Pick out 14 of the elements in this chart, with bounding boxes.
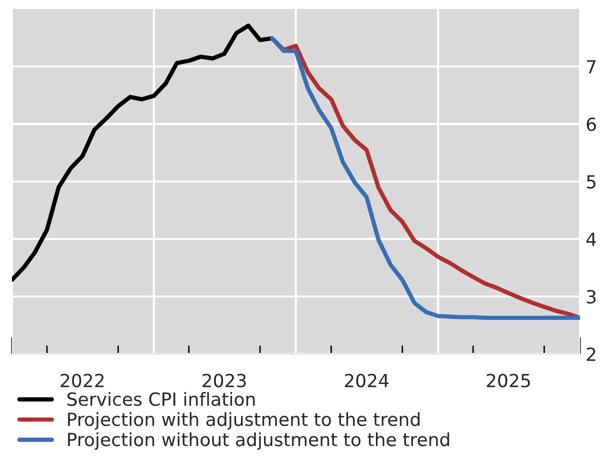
y-tick-label: 7 [587, 60, 596, 74]
y-tick-label: 4 [586, 232, 596, 246]
x-tick-label: 2023 [202, 374, 246, 388]
x-tick-label: 2025 [486, 374, 530, 388]
x-tick-label: 2022 [60, 374, 104, 388]
line-series [270, 36, 580, 320]
y-tick-label: 6 [586, 117, 596, 132]
legend-label: Projection without adjustment to the trend [68, 432, 450, 450]
legend-label: Projection with adjustment to the trend [68, 412, 420, 430]
legend-label: Services CPI inflation [67, 392, 255, 406]
y-tick-label: 2 [586, 347, 596, 361]
y-tick-label: 3 [586, 290, 596, 304]
x-tick-label: 2024 [344, 374, 389, 388]
y-tick-label: 5 [586, 175, 596, 189]
